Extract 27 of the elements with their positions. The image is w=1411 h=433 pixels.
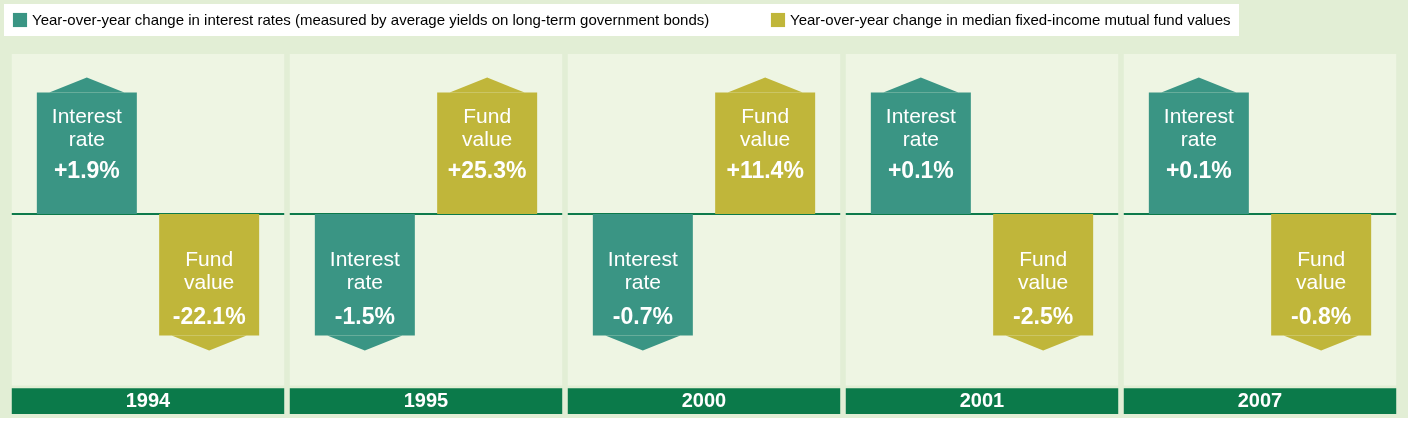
category-label: 2001 [959, 389, 1005, 412]
text: Fund value [184, 246, 235, 293]
category-label: 1994 [125, 389, 172, 412]
data-label: +0.1% [1165, 157, 1232, 184]
data-label: +0.1% [887, 157, 954, 184]
text: Fund value [740, 103, 791, 150]
legend-label: Year-over-year change in interest rates (measured by average yields on long-term government bonds) [32, 11, 710, 28]
data-label: +25.3% [447, 157, 527, 184]
text: Interest rate [1163, 103, 1235, 150]
text: Fund value [462, 103, 513, 150]
data-label: -0.7% [612, 302, 673, 329]
data-label: +11.4% [726, 157, 804, 184]
data-label: -1.5% [334, 302, 395, 329]
text: Interest rate [51, 103, 123, 150]
data-label: -2.5% [1013, 302, 1074, 329]
category-label: 1995 [403, 389, 449, 412]
data-label: -22.1% [172, 302, 246, 329]
text: Fund value [1296, 246, 1347, 293]
data-label: -0.8% [1291, 302, 1352, 329]
category-label: 2007 [1237, 389, 1283, 412]
data-label: +1.9% [53, 157, 120, 184]
category-label: 2000 [681, 389, 727, 412]
text: Interest rate [885, 103, 957, 150]
legend-label: Year-over-year change in median fixed-income mutual fund values [790, 11, 1231, 28]
text: Interest rate [329, 246, 401, 293]
text: Fund value [1018, 246, 1069, 293]
text: Interest rate [607, 246, 679, 293]
